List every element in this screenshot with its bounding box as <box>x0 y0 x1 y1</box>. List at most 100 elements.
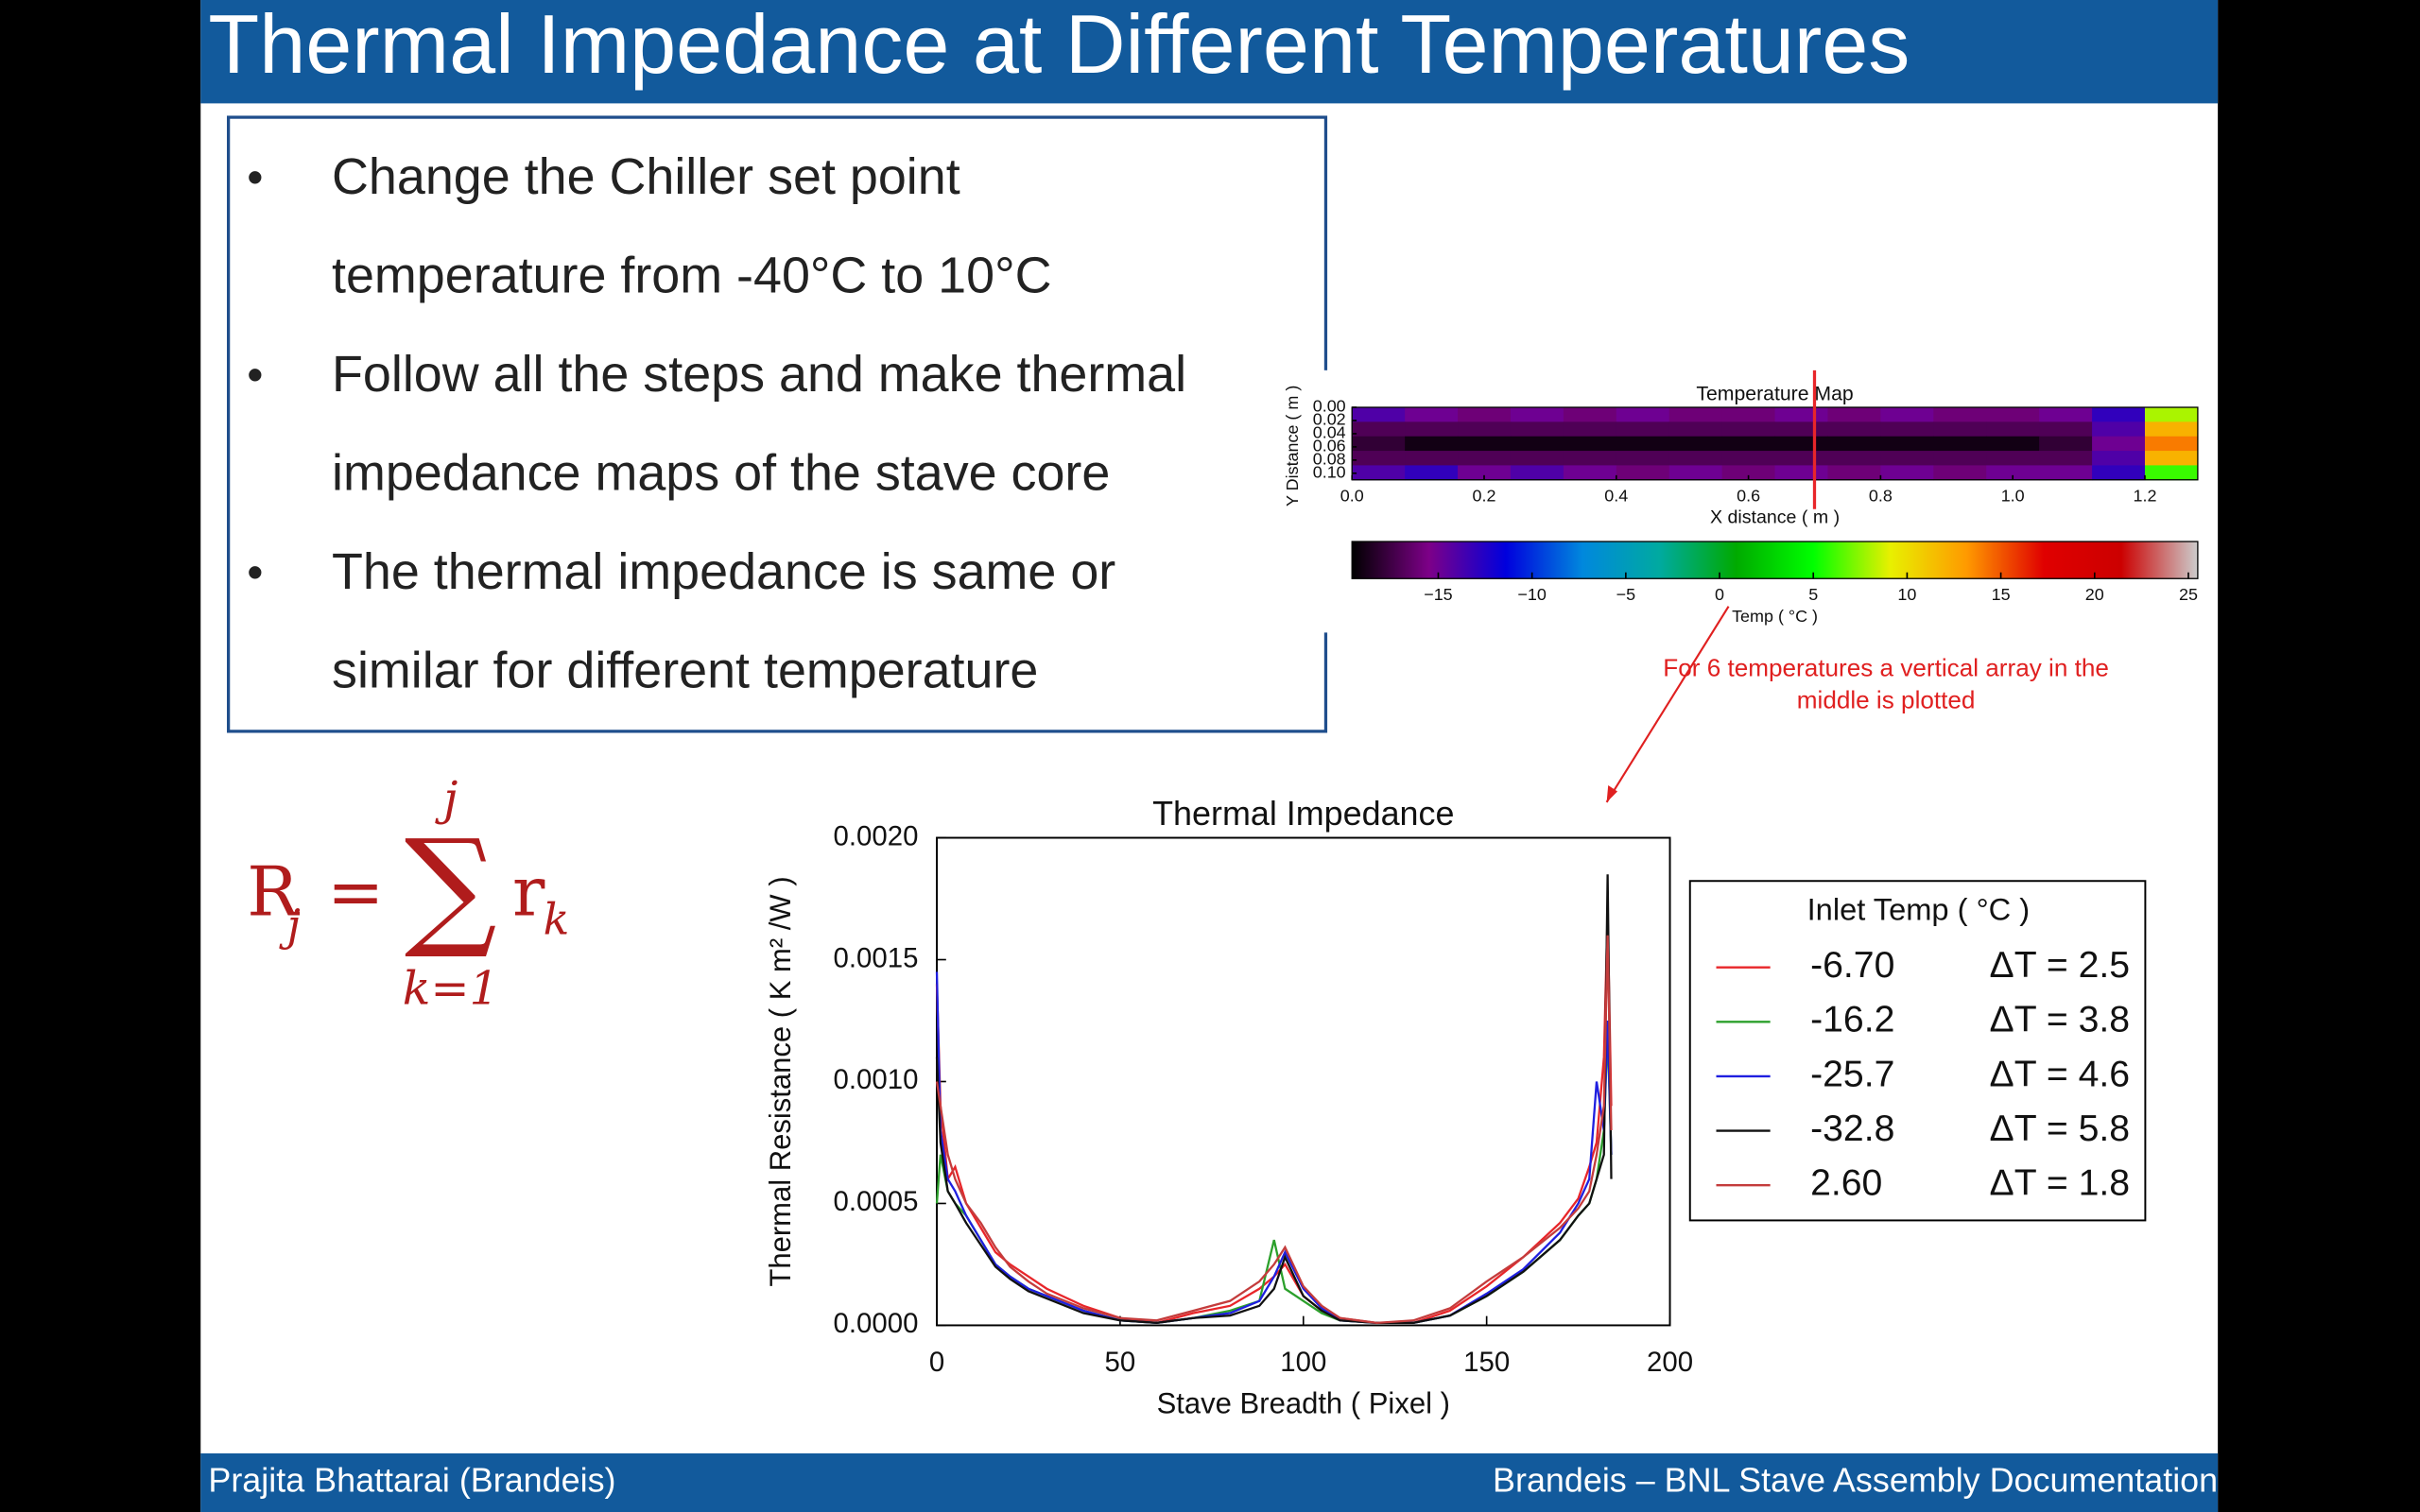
heat-cell <box>1458 451 1512 466</box>
x-tick-label: 0.4 <box>1604 486 1628 505</box>
bullet-text: similar for different temperature <box>332 643 1038 699</box>
legend-name: -16.2 <box>1810 1000 1894 1040</box>
heat-cell <box>2092 451 2146 466</box>
heat-cell <box>1721 451 1776 466</box>
y-tick-label: 0.0000 <box>834 1308 919 1339</box>
legend-name: -32.8 <box>1810 1108 1894 1149</box>
heat-cell <box>1827 407 1881 422</box>
colorbar-tick-label: −5 <box>1616 585 1635 604</box>
x-tick-label: 0.8 <box>1869 486 1893 505</box>
heat-cell <box>1933 465 1987 481</box>
heat-cell <box>2144 465 2199 481</box>
bullet-text: Follow all the steps and make thermal <box>332 346 1186 403</box>
y-tick-label: 0.0015 <box>834 942 919 973</box>
heat-cell <box>1986 407 2040 422</box>
y-axis-label: Y Distance ( m ) <box>1283 386 1302 507</box>
heat-cell <box>1986 421 2040 438</box>
heat-cell <box>1563 451 1617 466</box>
bullet-text: Change the Chiller set point <box>332 148 960 205</box>
heat-cell <box>1352 465 1406 481</box>
heat-cell <box>1563 421 1617 438</box>
formula-sigma: ∑ <box>405 813 497 963</box>
formula-lower: k=1 <box>403 961 499 1015</box>
footer-bar <box>200 1452 2219 1512</box>
heat-cell <box>1721 436 1776 452</box>
legend-delta: ΔT = 4.6 <box>1990 1054 2130 1094</box>
map-title: Temperature Map <box>1696 384 1853 405</box>
heat-cell <box>1563 407 1617 422</box>
bullet-symbol: • <box>247 350 263 401</box>
heat-cell <box>1721 407 1776 422</box>
x-tick-label: 150 <box>1463 1347 1510 1378</box>
colorbar-tick-label: −10 <box>1517 585 1546 604</box>
heat-cell <box>1880 407 1934 422</box>
heat-cell <box>1933 436 1987 452</box>
map-frame <box>1351 406 2199 481</box>
heat-cell <box>1405 451 1459 466</box>
heat-cell <box>1458 421 1512 438</box>
footer-right: Brandeis – BNL Stave Assembly Documentat… <box>1493 1460 2218 1499</box>
bullet-symbol: • <box>247 152 263 203</box>
bullet-text: The thermal impedance is same or <box>332 543 1115 600</box>
plot-area <box>936 836 1671 1327</box>
colorbar <box>1351 541 2199 579</box>
formula-index: k <box>544 894 570 944</box>
heat-cell <box>1774 421 1828 438</box>
heat-cell <box>1827 465 1881 481</box>
heat-cell <box>1668 407 1723 422</box>
footer-left: Prajita Bhattarai (Brandeis) <box>208 1460 615 1499</box>
heat-cell <box>1352 407 1406 422</box>
heat-cell <box>1405 465 1459 481</box>
x-tick-label: 100 <box>1280 1347 1326 1378</box>
legend-delta: ΔT = 1.8 <box>1990 1163 2130 1204</box>
y-axis-label: Thermal Resistance ( K m² /W ) <box>764 876 797 1286</box>
heat-cell <box>2092 407 2146 422</box>
x-tick-label: 0.0 <box>1340 486 1364 505</box>
arrow-head <box>1606 785 1618 802</box>
heat-cell <box>2092 421 2146 438</box>
heat-cell <box>1880 436 1934 452</box>
heat-cell <box>1405 407 1459 422</box>
legend-name: -6.70 <box>1810 945 1894 986</box>
y-tick-label: 0.10 <box>1313 463 1346 482</box>
legend-name: 2.60 <box>1810 1163 1882 1204</box>
heat-cell <box>1616 465 1670 481</box>
heat-cell <box>1986 436 2040 452</box>
title-bar <box>200 0 2219 104</box>
series-line <box>935 874 1613 1325</box>
heat-cell <box>2144 407 2199 422</box>
bullet-symbol: • <box>247 547 263 598</box>
colorbar-label: Temp ( °C ) <box>1732 607 1818 626</box>
annotation-arrow <box>1605 606 1730 803</box>
y-tick-label: 0.00 <box>1313 397 1346 416</box>
x-tick-label: 50 <box>1105 1347 1136 1378</box>
heat-cell <box>1721 421 1776 438</box>
bullet-list: • Change the Chiller set point temperature… <box>247 148 1186 698</box>
heat-cell <box>1510 465 1564 481</box>
heat-cell <box>1510 421 1564 438</box>
legend-title: Inlet Temp ( °C ) <box>1807 892 2031 927</box>
heat-cell <box>1352 436 1406 452</box>
heat-cell <box>1774 465 1828 481</box>
heat-cell <box>2039 407 2093 422</box>
heat-cell <box>2144 451 2199 466</box>
heat-cell <box>1827 436 1881 452</box>
heat-cell <box>2039 436 2093 452</box>
heat-cell <box>2092 465 2146 481</box>
y-tick-label: 0.04 <box>1313 423 1346 442</box>
heat-cell <box>2144 421 2199 438</box>
heat-cell <box>1563 436 1617 452</box>
heat-cell <box>1933 407 1987 422</box>
x-tick-label: 0.6 <box>1737 486 1760 505</box>
colorbar-tick-label: −15 <box>1424 585 1452 604</box>
colorbar-tick-label: 20 <box>2085 585 2104 604</box>
heat-cell <box>2039 465 2093 481</box>
series-line <box>935 971 1613 1325</box>
heat-cell <box>1616 407 1670 422</box>
legend-delta: ΔT = 2.5 <box>1990 945 2130 986</box>
x-axis-label: Stave Breadth ( Pixel ) <box>1157 1387 1450 1420</box>
heat-cell <box>1668 421 1723 438</box>
heat-cell <box>2039 451 2093 466</box>
